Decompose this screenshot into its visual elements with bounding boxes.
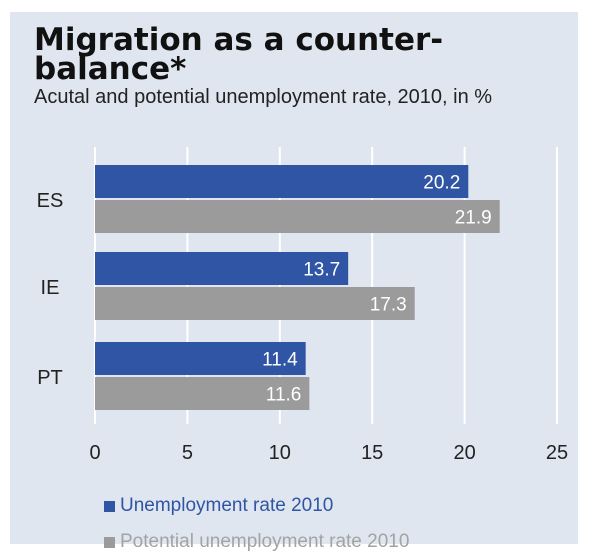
bar-es-series-0 <box>95 165 469 198</box>
chart-title: Migration as a counter-balance* <box>34 22 444 87</box>
legend-item-unemployment: Unemployment rate 2010 <box>104 488 409 524</box>
bar-chart: 20.2 21.9 ES 13.7 17.3 IE 11.4 11.6 PT 0 5 10 15 20 25 <box>37 147 568 464</box>
chart-subtitle: Acutal and potential unemployment rate, … <box>34 86 493 108</box>
value-label-ie-series-0: 13.7 <box>303 260 340 281</box>
bar-ie-series-0 <box>95 252 349 285</box>
legend-item-potential: Potential unemployment rate 2010 <box>104 524 409 560</box>
chart-card: Migration as a counter-balance* Acutal a… <box>10 12 578 552</box>
value-label-ie-series-1: 17.3 <box>370 295 407 316</box>
x-tick-label-25: 25 <box>546 442 568 464</box>
x-tick-label-5: 5 <box>182 442 193 464</box>
x-tick-label-20: 20 <box>453 442 475 464</box>
legend-label-unemployment: Unemployment rate 2010 <box>120 495 334 516</box>
x-tick-label-10: 10 <box>269 442 291 464</box>
value-label-pt-series-1: 11.6 <box>266 385 302 406</box>
category-label-ie: IE <box>41 277 60 299</box>
legend-swatch-unemployment <box>104 500 115 512</box>
value-label-pt-series-0: 11.4 <box>262 350 298 371</box>
bar-pt-series-1 <box>95 377 310 410</box>
bar-ie-series-1 <box>95 287 415 320</box>
chart-legend: Unemployment rate 2010 Potential unemplo… <box>104 488 409 560</box>
bar-es-series-1 <box>95 200 500 233</box>
category-label-pt: PT <box>37 367 63 389</box>
legend-swatch-potential <box>104 536 115 548</box>
legend-label-potential: Potential unemployment rate 2010 <box>120 531 410 552</box>
bar-pt-series-0 <box>95 342 306 375</box>
value-label-es-series-1: 21.9 <box>455 208 492 229</box>
value-label-es-series-0: 20.2 <box>423 173 460 194</box>
category-label-es: ES <box>37 190 64 212</box>
x-tick-label-15: 15 <box>361 442 383 464</box>
x-tick-label-0: 0 <box>89 442 100 464</box>
